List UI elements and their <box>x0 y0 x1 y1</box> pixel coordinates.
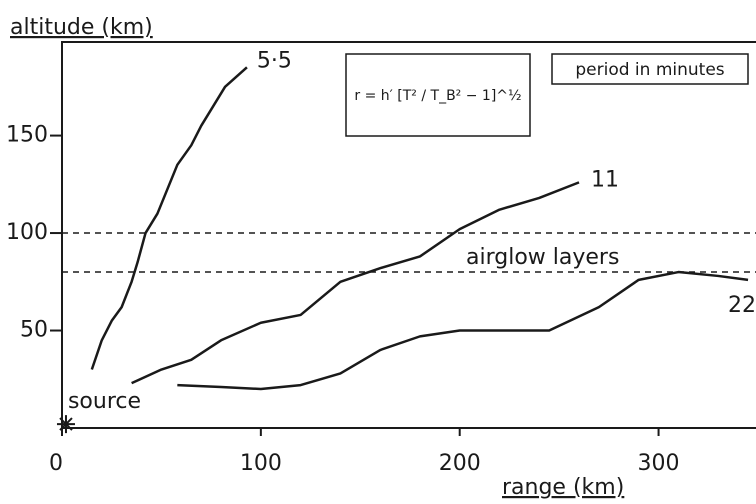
source-label: source <box>68 389 141 414</box>
airglow-label: airglow layers <box>466 245 619 270</box>
legend-title: period in minutes <box>575 60 724 80</box>
formula-box <box>345 53 531 137</box>
source-marker <box>56 415 75 434</box>
x-tick-label: 100 <box>240 451 282 476</box>
series-label: 11 <box>591 167 619 192</box>
y-tick-label: 150 <box>6 123 48 148</box>
legend-box <box>551 53 749 85</box>
series-line <box>90 66 248 370</box>
x-axis-label: range (km) <box>502 475 624 500</box>
x-tick-label: 0 <box>49 451 63 476</box>
chart-title: altitude (km) <box>10 15 153 40</box>
series-label: 5·5 <box>257 48 292 73</box>
series-line <box>177 270 749 391</box>
formula: r = h′ [T² / T_B² − 1]^½ <box>354 88 521 104</box>
plot-frame <box>61 41 756 429</box>
x-tick-label: 300 <box>638 451 680 476</box>
series-line <box>131 181 580 385</box>
x-tick-label: 200 <box>439 451 481 476</box>
series-label: 22 <box>728 293 756 318</box>
y-tick-label: 100 <box>6 220 48 245</box>
y-tick-label: 50 <box>20 318 48 343</box>
